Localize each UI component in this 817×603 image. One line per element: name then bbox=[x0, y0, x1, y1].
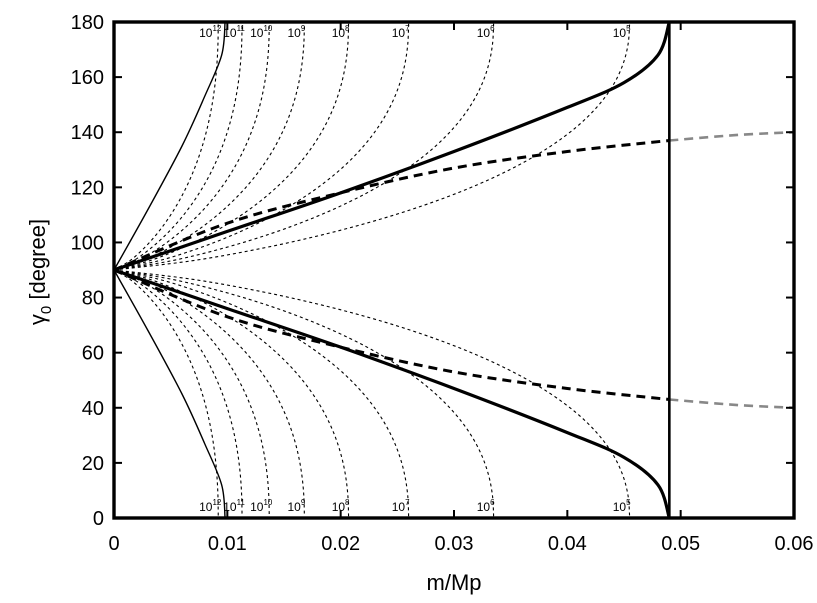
series-thin-solid-upper bbox=[114, 22, 226, 271]
curve-label-top-10e12: 1012 bbox=[199, 24, 222, 40]
x-tick-label: 0.04 bbox=[548, 533, 587, 555]
dotted-curve-lower-10e7 bbox=[114, 269, 410, 518]
y-tick-label: 140 bbox=[71, 122, 104, 144]
dotted-curve-upper-10e6 bbox=[114, 22, 495, 271]
y-tick-label: 20 bbox=[82, 453, 104, 475]
series-thick-dashed-upper bbox=[114, 138, 670, 272]
x-tick-label: 0.03 bbox=[435, 533, 474, 555]
curve-label-bottom-10e8: 108 bbox=[332, 498, 350, 514]
y-tick-label: 80 bbox=[82, 288, 104, 310]
curve-label-bottom-10e6: 106 bbox=[477, 498, 495, 514]
curve-label-top-10e7: 107 bbox=[392, 24, 410, 40]
dotted-curve-lower-10e5 bbox=[114, 269, 631, 518]
x-tick-label: 0.06 bbox=[775, 533, 814, 555]
dotted-curve-lower-10e10 bbox=[114, 269, 270, 518]
dotted-curve-lower-10e8 bbox=[114, 269, 350, 518]
dotted-curve-upper-10e8 bbox=[114, 22, 350, 271]
curve-label-bottom-10e7: 107 bbox=[392, 498, 410, 514]
curve-label-top-10e6: 106 bbox=[477, 24, 495, 40]
curve-label-bottom-10e12: 1012 bbox=[199, 498, 222, 514]
plot-area: 1012101210111011101010101091091081081071… bbox=[114, 22, 794, 518]
curve-label-bottom-10e5: 105 bbox=[613, 498, 631, 514]
axis-labels: m/Mp γ0 [degree] bbox=[25, 219, 482, 595]
x-tick-label: 0.02 bbox=[321, 533, 360, 555]
x-tick-label: 0.05 bbox=[661, 533, 700, 555]
dotted-curve-upper-10e7 bbox=[114, 22, 410, 271]
y-tick-label: 60 bbox=[82, 343, 104, 365]
dotted-curve-upper-10e12 bbox=[114, 22, 219, 271]
x-tick-label: 0 bbox=[108, 533, 119, 555]
x-axis-title: m/Mp bbox=[427, 570, 482, 595]
dotted-curve-lower-10e9 bbox=[114, 269, 305, 518]
dotted-curve-upper-10e10 bbox=[114, 22, 270, 271]
series-thick-dashed-lower bbox=[114, 268, 670, 402]
y-tick-label: 0 bbox=[93, 508, 104, 530]
series-thick-solid-upper bbox=[114, 22, 671, 272]
curve-label-bottom-10e9: 109 bbox=[287, 498, 305, 514]
curve-label-bottom-10e10: 1010 bbox=[250, 498, 273, 514]
curve-label-top-10e8: 108 bbox=[332, 24, 350, 40]
x-tick-label: 0.01 bbox=[208, 533, 247, 555]
axes: 0 0.01 0.02 0.03 0.04 0.05 0.06 0 20 40 60 80 100 120… bbox=[71, 12, 814, 555]
y-tick-label: 120 bbox=[71, 177, 104, 199]
curve-label-top-10e10: 1010 bbox=[250, 24, 273, 40]
series-thick-solid-lower bbox=[114, 268, 671, 518]
dotted-curve-lower-10e6 bbox=[114, 269, 495, 518]
series-gray-dashed-lower bbox=[669, 398, 794, 410]
dotted-curve-upper-10e11 bbox=[114, 22, 243, 271]
dotted-curve-upper-10e9 bbox=[114, 22, 305, 271]
plot-frame bbox=[112, 20, 796, 520]
y-axis-title: γ0 [degree] bbox=[25, 219, 55, 325]
series-thin-solid-lower bbox=[114, 269, 226, 518]
curve-label-top-10e5: 105 bbox=[613, 24, 631, 40]
y-axis-title-rest: [degree] bbox=[25, 219, 50, 306]
dotted-curve-upper-10e5 bbox=[114, 22, 631, 271]
dotted-curve-lower-10e11 bbox=[114, 269, 243, 518]
curve-label-top-10e9: 109 bbox=[287, 24, 305, 40]
y-tick-label: 160 bbox=[71, 67, 104, 89]
series-gray-dashed-upper bbox=[669, 130, 794, 142]
dotted-curve-lower-10e12 bbox=[114, 269, 219, 518]
y-axis-title-main: γ bbox=[25, 314, 50, 325]
y-tick-label: 40 bbox=[82, 398, 104, 420]
y-axis-title-sub: 0 bbox=[38, 306, 55, 314]
y-tick-label: 100 bbox=[71, 232, 104, 254]
y-tick-label: 180 bbox=[71, 12, 104, 34]
